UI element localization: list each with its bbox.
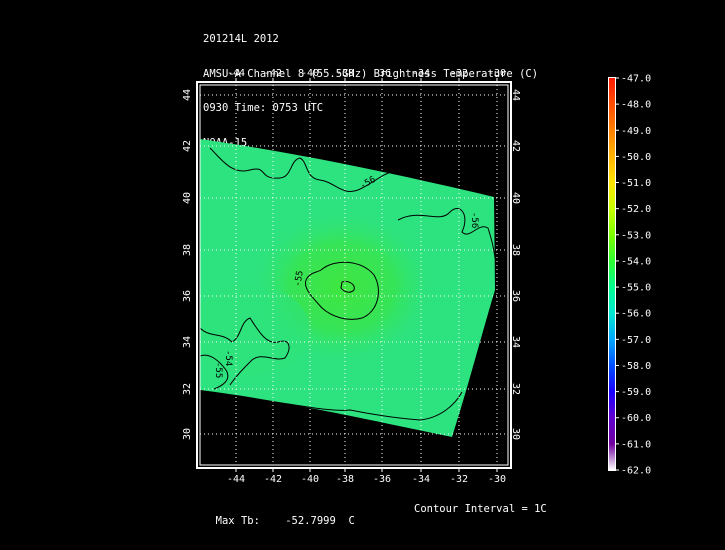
colorbar-label: -55.0 [621, 283, 651, 294]
colorbar-label: -50.0 [621, 152, 651, 163]
figure-header: 201214L 2012 AMSU-A Channel 8 (55.5GHz) … [203, 11, 538, 161]
lat-tick-label-left: 34 [182, 336, 193, 348]
colorbar-label: -62.0 [621, 466, 651, 477]
colorbar-label: -58.0 [621, 361, 651, 372]
colorbar-label: -57.0 [621, 335, 651, 346]
contour-label: -55 [293, 270, 306, 288]
colorbar-label: -48.0 [621, 100, 651, 111]
lon-tick-label-bottom: -32 [450, 474, 468, 485]
contour-core-outer [304, 261, 379, 320]
contour-interval-text: Contour Interval = 1C [414, 503, 547, 515]
lat-tick-label-left: 44 [182, 89, 193, 101]
colorbar-frame [608, 77, 616, 471]
colorbar-label: -53.0 [621, 230, 651, 241]
colorbar-label: -54.0 [621, 256, 651, 267]
lon-tick-label-bottom: -30 [488, 474, 506, 485]
colorbar-label: -61.0 [621, 439, 651, 450]
lat-tick-label-left: 38 [182, 244, 193, 256]
colorbar-label: -59.0 [621, 387, 651, 398]
contour-core-inner [340, 281, 355, 293]
lat-tick-label-right: 42 [510, 140, 521, 152]
colorbar-label: -49.0 [621, 126, 651, 137]
contour-label: -56 [469, 212, 479, 228]
lon-tick-label-top: -44 [227, 68, 245, 79]
lat-tick-label-left: 32 [182, 383, 193, 395]
lon-tick-label-bottom: -44 [227, 474, 245, 485]
graticule [200, 85, 508, 465]
colorbar-label: -56.0 [621, 309, 651, 320]
max-tb-readout: Max Tb: -52.7999 C [203, 503, 355, 527]
lat-tick-label-right: 36 [510, 290, 521, 302]
colorbar: -47.0 -48.0 -49.0 -50.0 -51.0 -52.0 -53.0 -54.0… [608, 74, 651, 477]
lon-tick-label-top: -42 [264, 68, 282, 79]
colorbar-label: -51.0 [621, 178, 651, 189]
contour-southwest-2 [199, 354, 229, 390]
header-satellite: NOAA-15 [203, 136, 248, 149]
brightness-swath [200, 139, 495, 437]
colorbar-label: -60.0 [621, 413, 651, 424]
lat-tick-label-right: 32 [510, 383, 521, 395]
lon-tick-label-top: -32 [450, 68, 468, 79]
header-product: AMSU-A Channel 8 (55.5GHz) Brightness Te… [203, 67, 539, 80]
contour-south [259, 391, 463, 421]
lat-tick-label-right: 38 [510, 244, 521, 256]
lon-tick-label-bottom: -36 [373, 474, 391, 485]
contour-east [397, 208, 496, 259]
lon-tick-label-bottom: -34 [412, 474, 430, 485]
lon-tick-label-top: -40 [301, 68, 319, 79]
header-storm-id: 201214L 2012 [203, 33, 279, 45]
contour-north [209, 147, 397, 192]
lon-tick-label-bottom: -38 [336, 474, 354, 485]
lon-tick-label-top: -30 [488, 68, 506, 79]
lon-tick-label-bottom: -40 [301, 474, 319, 485]
lon-tick-label-top: -36 [373, 68, 391, 79]
colorbar-scale [609, 78, 615, 470]
contour-label: -54 [223, 350, 233, 366]
max-tb-unit: C [348, 515, 355, 527]
colorbar-label: -47.0 [621, 74, 651, 85]
lon-tick-label-bottom: -42 [264, 474, 282, 485]
max-tb-label: Max Tb: [215, 515, 260, 527]
colorbar-label: -52.0 [621, 204, 651, 215]
lat-tick-label-right: 30 [510, 428, 521, 440]
contour-label: -55 [213, 362, 223, 378]
lon-tick-label-top: -34 [412, 68, 430, 79]
lon-tick-label-top: -38 [336, 68, 354, 79]
map-frame [196, 81, 512, 469]
lat-tick-label-left: 42 [182, 140, 193, 152]
lat-tick-label-right: 34 [510, 336, 521, 348]
lat-tick-label-left: 36 [182, 290, 193, 302]
header-time: 0930 Time: 0753 UTC [203, 102, 324, 114]
max-tb-value: -52.7999 [285, 515, 336, 527]
lat-tick-label-right: 44 [510, 89, 521, 101]
lat-tick-label-left: 40 [182, 192, 193, 204]
lat-tick-label-right: 40 [510, 192, 521, 204]
lat-tick-label-left: 30 [182, 428, 193, 440]
